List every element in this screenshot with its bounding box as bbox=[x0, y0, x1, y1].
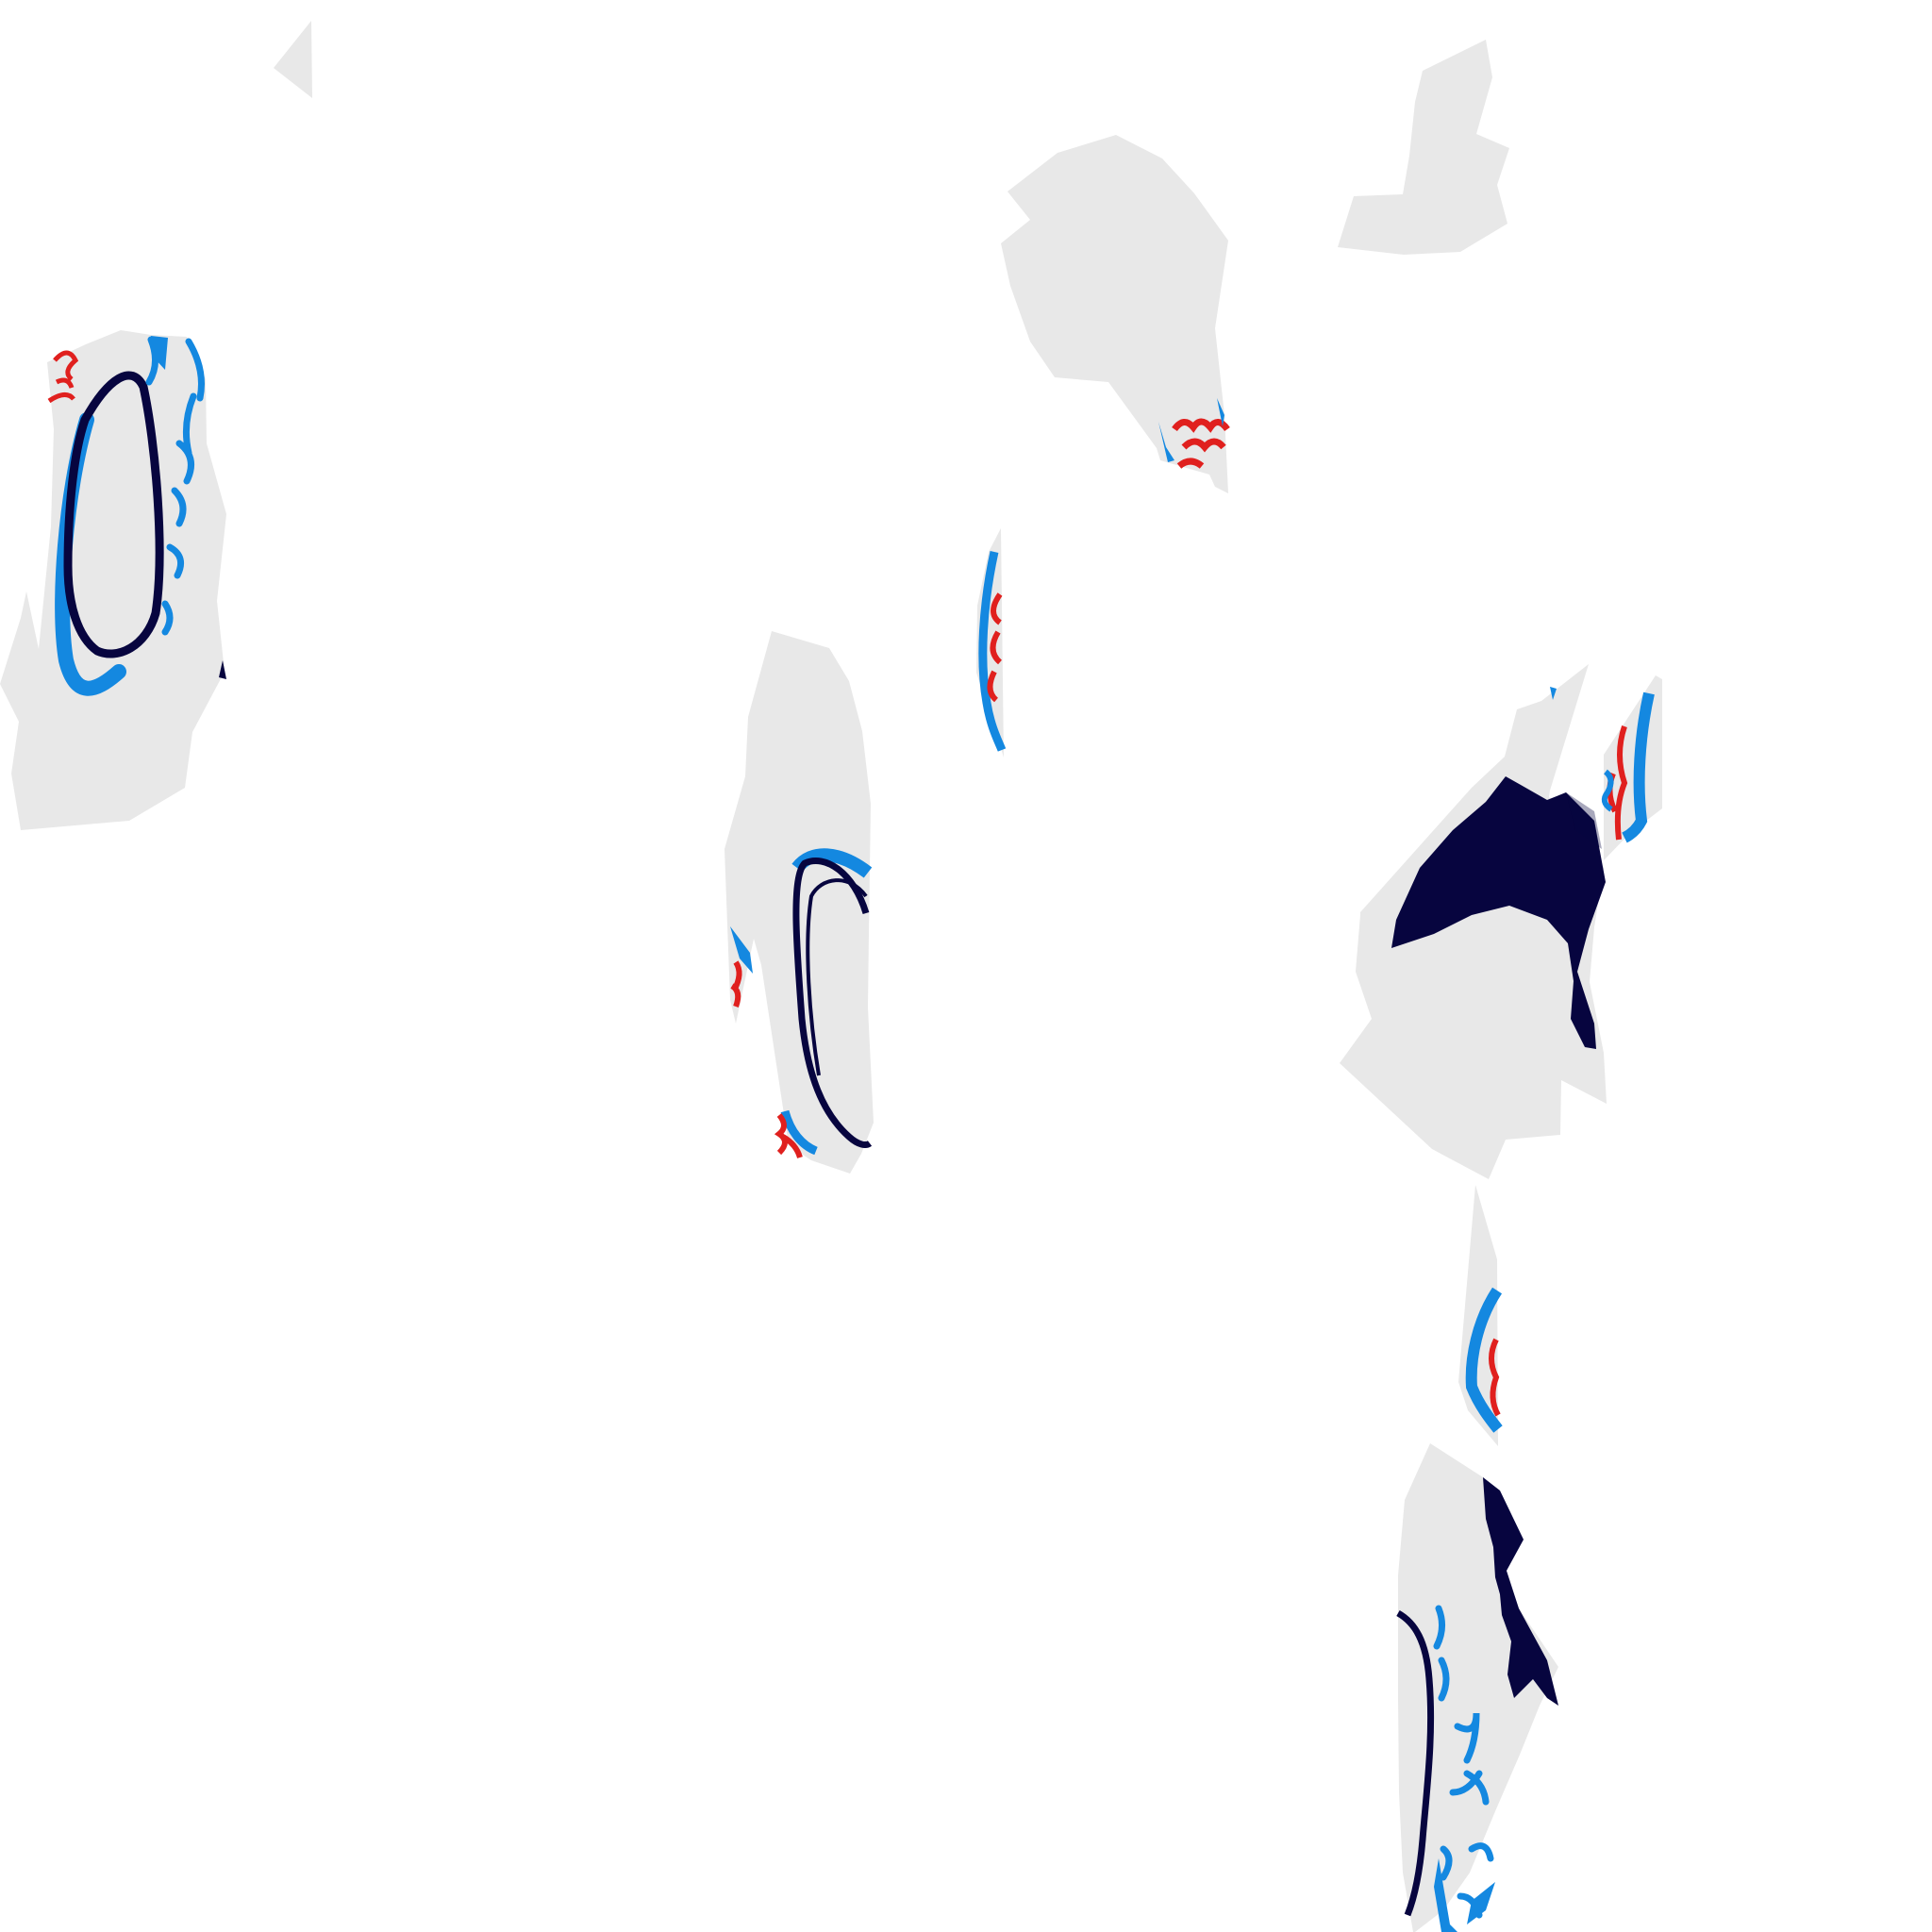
navy-shadow bbox=[1566, 792, 1602, 849]
blue-edge bbox=[1550, 687, 1557, 700]
blue-edge bbox=[730, 926, 753, 974]
blue-trim bbox=[1465, 1287, 1503, 1433]
bottom-panel bbox=[1396, 1443, 1558, 1932]
right-large-panel bbox=[1340, 664, 1607, 1179]
navy-ring bbox=[792, 857, 873, 1148]
corner-sliver bbox=[274, 21, 312, 98]
fabric-piece bbox=[976, 528, 1004, 758]
center-strip bbox=[976, 528, 1007, 758]
blue-trim bbox=[1622, 691, 1655, 843]
fabric-piece bbox=[1001, 135, 1228, 493]
lower-strip bbox=[1458, 1185, 1503, 1446]
fabric-piece bbox=[0, 330, 226, 830]
blue-accent bbox=[151, 336, 168, 370]
red-motif bbox=[1172, 418, 1230, 469]
fabric-piece bbox=[1340, 664, 1607, 1179]
fabric-piece bbox=[274, 21, 312, 98]
navy-ring-inner bbox=[806, 878, 868, 1076]
blue-trim bbox=[1467, 1882, 1495, 1924]
blue-edge bbox=[1158, 422, 1174, 462]
top-center-piece bbox=[1001, 135, 1230, 493]
center-panel bbox=[724, 631, 874, 1174]
navy-accent bbox=[219, 660, 226, 679]
red-motif bbox=[774, 1113, 803, 1158]
blue-script bbox=[145, 336, 205, 636]
navy-shape bbox=[1483, 1477, 1558, 1706]
red-motif bbox=[1489, 1338, 1501, 1417]
fabric-piece bbox=[1338, 40, 1509, 255]
red-motif bbox=[987, 592, 1003, 703]
blue-edge bbox=[1217, 398, 1224, 426]
navy-shape bbox=[1391, 776, 1606, 1049]
blue-script bbox=[1601, 769, 1614, 812]
navy-ring bbox=[63, 371, 164, 658]
blue-trim bbox=[978, 551, 1007, 752]
fabric-piece bbox=[1398, 1443, 1558, 1932]
top-right-piece bbox=[1338, 40, 1509, 255]
blue-script bbox=[1433, 1605, 1494, 1919]
right-small-strip bbox=[1601, 675, 1662, 860]
red-motif bbox=[47, 350, 79, 404]
red-motif bbox=[730, 960, 742, 1008]
blue-trim bbox=[1434, 1858, 1457, 1932]
blue-trim bbox=[780, 1109, 818, 1156]
navy-ring bbox=[1396, 1609, 1435, 1917]
left-panel bbox=[0, 330, 226, 830]
